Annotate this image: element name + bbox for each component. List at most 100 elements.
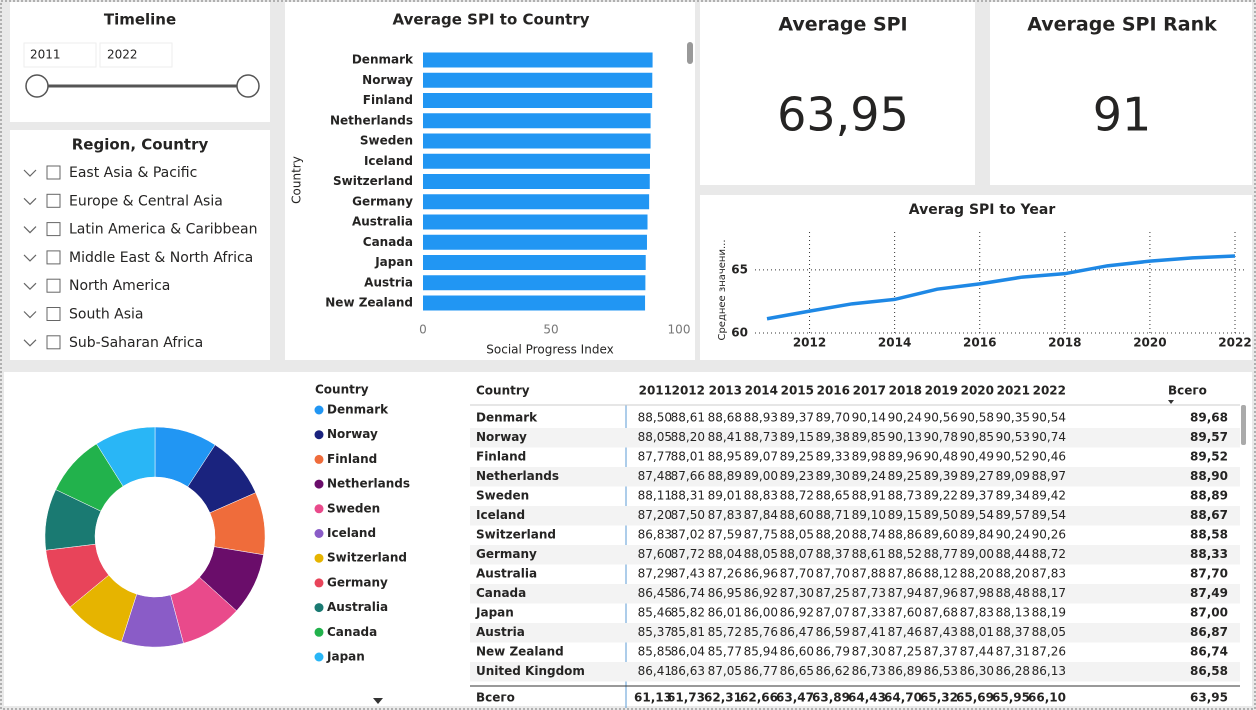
checkbox[interactable]: [46, 335, 61, 350]
table-cell: 90,14: [852, 411, 886, 425]
table-cell: 88,73: [744, 430, 778, 444]
table-cell: 86,79: [816, 645, 850, 659]
legend-title: Country: [315, 383, 369, 397]
table-cell: 65,69: [956, 691, 994, 705]
table-cell: 87,83: [1032, 567, 1066, 581]
date-box[interactable]: [99, 42, 173, 68]
scrollbar[interactable]: [687, 42, 693, 64]
table-cell: Austria: [476, 625, 525, 639]
legend-swatch: [314, 578, 324, 588]
table-cell: 86,53: [924, 664, 958, 678]
checkbox[interactable]: [46, 193, 61, 208]
row-band: [470, 662, 1240, 682]
bottom-panel: [4, 372, 1252, 706]
legend-item: Canada: [327, 625, 377, 639]
checkbox[interactable]: [46, 165, 61, 180]
x-tick-label: 2014: [878, 336, 911, 350]
table-cell: 86,13: [1032, 664, 1066, 678]
table-cell: 87,30: [852, 645, 886, 659]
y-tick-label: Germany: [352, 194, 413, 208]
y-tick-label: New Zealand: [325, 296, 413, 310]
table-cell: 86,45: [638, 586, 672, 600]
table-cell: 90,54: [1032, 411, 1066, 425]
checkbox[interactable]: [46, 278, 61, 293]
table-cell: 87,07: [816, 606, 850, 620]
table-cell: 88,89: [708, 469, 742, 483]
table-cell: 85,46: [638, 606, 672, 620]
table-cell: 87,68: [924, 606, 958, 620]
table-cell: 88,60: [780, 508, 814, 522]
table-cell: Japan: [475, 606, 514, 620]
table-cell: 88,31: [671, 489, 705, 503]
table-cell: 88,65: [816, 489, 850, 503]
slider-handle[interactable]: [25, 74, 49, 98]
y-tick-label: Canada: [363, 235, 413, 249]
legend-scroll[interactable]: [373, 698, 383, 704]
checkbox[interactable]: [46, 307, 61, 321]
table-cell: 88,50: [638, 411, 672, 425]
row-band: [470, 584, 1240, 604]
table-cell: 88,20: [816, 528, 850, 542]
table-cell: 86,73: [852, 664, 886, 678]
table-header: 2013: [709, 384, 742, 398]
x-tick-label: 50: [543, 323, 558, 337]
table-cell: 87,30: [780, 586, 814, 600]
table-cell: 88,73: [888, 489, 922, 503]
table-cell: 88,20: [960, 567, 994, 581]
table-cell: 87,88: [852, 567, 886, 581]
table-cell: 88,37: [816, 547, 850, 561]
y-tick-label: Norway: [362, 73, 413, 87]
table-cell: 89,22: [924, 489, 958, 503]
checkbox[interactable]: [46, 250, 61, 265]
table-cell: 85,37: [638, 625, 672, 639]
table-cell: 63,89: [812, 691, 850, 705]
table-cell: 88,61: [671, 411, 705, 425]
table-cell: 89,84: [960, 528, 994, 542]
table-cell: 87,84: [744, 508, 778, 522]
table-cell: 87,96: [924, 586, 958, 600]
table-cell: 87,60: [888, 606, 922, 620]
legend-item: Sweden: [327, 501, 380, 515]
table-cell: 86,65: [780, 664, 814, 678]
legend-item: Germany: [327, 575, 388, 589]
table-cell: 89,38: [816, 430, 850, 444]
table-cell: 89,24: [852, 469, 886, 483]
table-cell: 87,25: [816, 586, 850, 600]
table-cell: 88,67: [1190, 508, 1228, 522]
table-cell: 87,83: [708, 508, 742, 522]
chevron: [23, 254, 37, 262]
legend-item: Japan: [326, 650, 365, 664]
table-cell: 90,78: [924, 430, 958, 444]
table-cell: 89,39: [924, 469, 958, 483]
y-tick-label: Australia: [352, 215, 413, 229]
slider-handle[interactable]: [236, 74, 260, 98]
table-header: Всего: [1168, 384, 1207, 398]
row-band: [470, 467, 1240, 487]
bar: [423, 255, 646, 270]
chevron: [23, 197, 37, 206]
table-cell: 85,77: [708, 645, 742, 659]
table-cell: 88,13: [996, 606, 1030, 620]
table-cell: 86,77: [744, 664, 778, 678]
table-cell: 88,37: [996, 625, 1030, 639]
y-tick-label: Iceland: [364, 154, 413, 168]
table-cell: 89,42: [1032, 489, 1066, 503]
y-tick-label: Japan: [374, 255, 413, 269]
checkbox[interactable]: [46, 222, 61, 237]
table-cell: 87,31: [996, 645, 1030, 659]
table-cell: 86,47: [780, 625, 814, 639]
bar: [423, 194, 650, 210]
chevron: [23, 226, 37, 234]
table-scrollbar[interactable]: [1241, 405, 1246, 445]
table-cell: 87,00: [1190, 606, 1228, 620]
date-box[interactable]: [23, 42, 97, 68]
slicer-item: Sub-Saharan Africa: [69, 335, 203, 351]
y-axis-label: Среднее значени...: [717, 239, 728, 340]
chevron: [23, 282, 37, 291]
chart-title: Averag SPI to Year: [909, 202, 1056, 218]
table-cell: 88,11: [638, 489, 672, 503]
table-cell: 90,52: [996, 450, 1030, 464]
table-cell: Всего: [476, 691, 515, 705]
legend-swatch: [314, 454, 324, 464]
